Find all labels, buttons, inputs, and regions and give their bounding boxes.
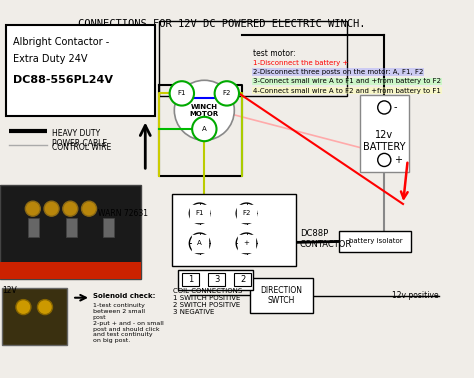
Bar <box>65 218 77 237</box>
Circle shape <box>189 233 210 254</box>
Circle shape <box>189 203 210 224</box>
FancyBboxPatch shape <box>0 185 141 279</box>
Text: test motor:: test motor: <box>253 50 296 58</box>
Text: F1: F1 <box>178 90 186 96</box>
Text: 4-Connect small wire A to F2 and +from battery to F1: 4-Connect small wire A to F2 and +from b… <box>253 88 441 94</box>
FancyBboxPatch shape <box>2 288 67 345</box>
FancyBboxPatch shape <box>339 231 411 252</box>
Circle shape <box>192 117 217 141</box>
Text: 3-Connect small wire A to F1 and +from battery to F2: 3-Connect small wire A to F1 and +from b… <box>253 78 441 84</box>
Text: F2: F2 <box>223 90 231 96</box>
Text: 12V: 12V <box>2 285 17 294</box>
Text: +: + <box>393 155 401 165</box>
Text: 12v positive: 12v positive <box>392 291 438 301</box>
Text: HEAVY DUTY
POWER CABLE: HEAVY DUTY POWER CABLE <box>52 129 107 149</box>
Text: Solenoid check:: Solenoid check: <box>93 293 155 299</box>
Text: -: - <box>393 102 397 113</box>
Text: COIL CONNECTIONS
1 SWITCH POSITIVE
2 SWITCH POSITIVE
3 NEGATIVE: COIL CONNECTIONS 1 SWITCH POSITIVE 2 SWI… <box>173 288 243 315</box>
Circle shape <box>63 201 78 216</box>
Text: 1-Disconnect the battery +: 1-Disconnect the battery + <box>253 60 348 66</box>
Bar <box>28 218 39 237</box>
FancyBboxPatch shape <box>360 95 409 172</box>
FancyBboxPatch shape <box>178 270 253 290</box>
Text: +: + <box>244 240 249 246</box>
Circle shape <box>174 80 234 140</box>
Text: battery isolator: battery isolator <box>348 239 402 245</box>
Text: 2: 2 <box>240 276 246 284</box>
Circle shape <box>215 81 239 105</box>
Text: A: A <box>197 240 202 246</box>
FancyBboxPatch shape <box>173 194 296 266</box>
Text: 3: 3 <box>214 276 219 284</box>
Circle shape <box>236 233 257 254</box>
FancyBboxPatch shape <box>208 273 225 287</box>
Circle shape <box>25 201 40 216</box>
Text: CONNECTIONS FOR 12V DC POWERED ELECTRIC WINCH.: CONNECTIONS FOR 12V DC POWERED ELECTRIC … <box>78 19 366 29</box>
Circle shape <box>378 101 391 114</box>
Circle shape <box>170 81 194 105</box>
FancyBboxPatch shape <box>234 273 251 287</box>
FancyBboxPatch shape <box>250 278 313 313</box>
Text: DIRECTION
SWTCH: DIRECTION SWTCH <box>261 286 303 305</box>
Circle shape <box>82 201 97 216</box>
Circle shape <box>236 203 257 224</box>
Text: A: A <box>202 126 207 132</box>
Circle shape <box>44 201 59 216</box>
Text: 12v
BATTERY: 12v BATTERY <box>363 130 406 152</box>
Text: DC88P
CONTACTOR: DC88P CONTACTOR <box>300 229 352 249</box>
Text: WINCH
MOTOR: WINCH MOTOR <box>190 104 219 117</box>
Circle shape <box>37 300 53 314</box>
Text: 1-test continuity
between 2 small
post
2-put + and - on small
post and should cl: 1-test continuity between 2 small post 2… <box>93 304 164 343</box>
Text: CONTROL WIRE: CONTROL WIRE <box>52 143 111 152</box>
Circle shape <box>378 153 391 166</box>
Text: DC88-556PL24V: DC88-556PL24V <box>13 74 113 85</box>
Text: Extra Duty 24V: Extra Duty 24V <box>13 54 88 64</box>
Text: F2: F2 <box>242 211 251 216</box>
Circle shape <box>16 300 31 314</box>
Text: 2-Disconnect three posts on the motor: A, F1, F2: 2-Disconnect three posts on the motor: A… <box>253 69 423 75</box>
Bar <box>0 262 141 279</box>
Text: F1: F1 <box>195 211 204 216</box>
Text: WARN 72631: WARN 72631 <box>99 209 148 218</box>
FancyBboxPatch shape <box>182 273 199 287</box>
Text: Albright Contactor -: Albright Contactor - <box>13 37 109 47</box>
Text: 1: 1 <box>188 276 193 284</box>
FancyBboxPatch shape <box>6 25 155 116</box>
Bar <box>103 218 114 237</box>
